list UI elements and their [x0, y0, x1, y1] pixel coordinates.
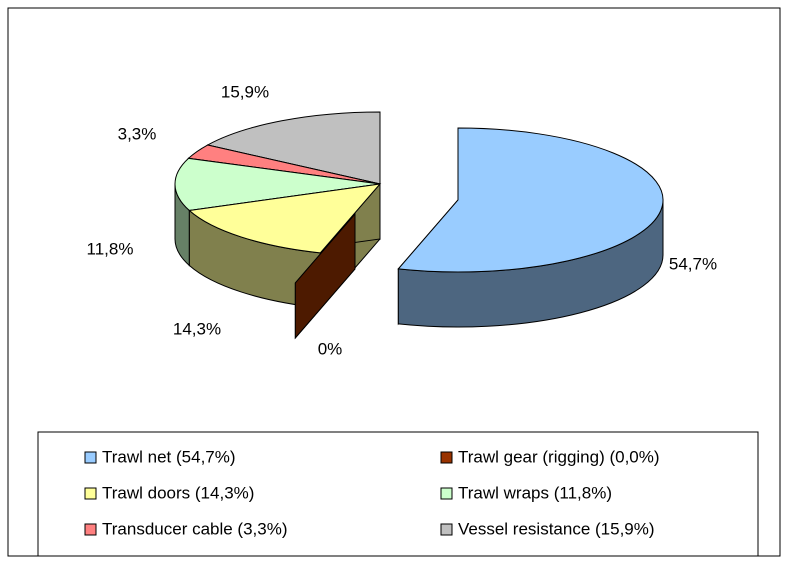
legend-marker — [84, 487, 97, 500]
data-label: 3,3% — [118, 124, 157, 143]
data-label: 11,8% — [87, 239, 134, 258]
slice — [174, 157, 381, 212]
slice — [188, 183, 382, 254]
legend-label: Trawl gear (rigging) (0,0%) — [458, 447, 660, 466]
data-label: 15,9% — [221, 82, 269, 101]
data-label: 0% — [318, 339, 343, 358]
legend-label: Trawl net (54,7%) — [102, 447, 236, 466]
legend-label: Trawl wraps (11,8%) — [458, 483, 612, 502]
legend-marker — [440, 523, 453, 536]
data-label: 14,3% — [173, 319, 221, 338]
legend-marker — [84, 523, 97, 536]
legend-box — [37, 431, 759, 557]
legend-marker — [84, 451, 97, 464]
legend-label: Trawl doors (14,3%) — [102, 483, 254, 502]
legend-marker — [440, 487, 453, 500]
slice-edge — [294, 212, 356, 340]
slice — [397, 127, 664, 273]
legend-label: Vessel resistance (15,9%) — [458, 519, 655, 538]
legend-marker — [440, 451, 453, 464]
data-label: 54,7% — [669, 254, 717, 273]
slice — [206, 111, 381, 185]
legend-label: Transducer cable (3,3%) — [102, 519, 288, 538]
